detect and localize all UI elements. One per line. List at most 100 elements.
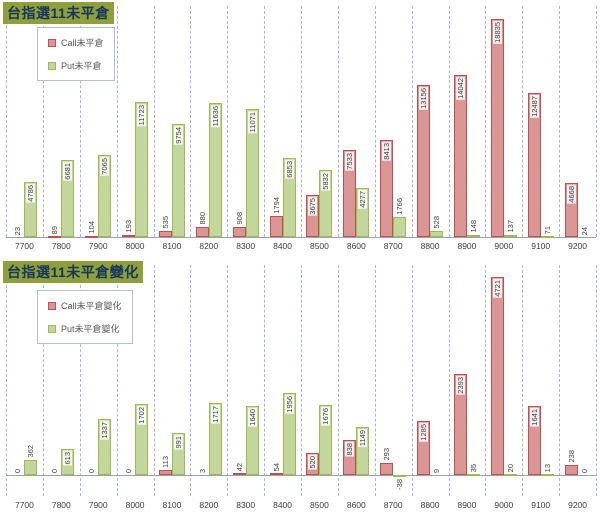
legend-item-put-change: Put未平倉變化 bbox=[48, 322, 122, 335]
plot-area: 23 89 104 193 535 880 908 1794 3675 7533 8413 13156… bbox=[6, 6, 597, 239]
gridline bbox=[264, 265, 266, 496]
x-axis-label: 7700 bbox=[14, 241, 34, 251]
x-axis-label: 9200 bbox=[568, 500, 588, 510]
bar-value-label: 1676 bbox=[321, 406, 331, 426]
bar-value-label: 528 bbox=[432, 214, 442, 230]
bar-Call未平倉-9100 bbox=[527, 92, 541, 237]
x-axis-line bbox=[6, 237, 596, 238]
bar-Call未平倉-8200 bbox=[195, 226, 209, 237]
x-axis-label: 8200 bbox=[199, 241, 219, 251]
bar-Call未平倉變化-8400 bbox=[269, 472, 283, 475]
x-axis-label: 8300 bbox=[236, 241, 256, 251]
gridline bbox=[6, 6, 7, 237]
bar-value-label: 6853 bbox=[284, 159, 294, 179]
x-axis-label: 8400 bbox=[273, 241, 293, 251]
x-axis-label: 8800 bbox=[420, 500, 440, 510]
legend-item-call: Call未平倉 bbox=[48, 36, 104, 49]
bar-value-label: 0 bbox=[13, 468, 23, 475]
gridline bbox=[485, 6, 487, 237]
bar-Call未平倉-8700 bbox=[380, 139, 394, 237]
bar-Put未平倉-8700 bbox=[393, 216, 407, 237]
bar-value-label: 24 bbox=[579, 225, 589, 237]
legend: Call未平倉 Put未平倉 bbox=[37, 27, 115, 81]
chart-open-interest-change: 台指選11未平倉變化 Call未平倉變化 Put未平倉變化 0 0 0 0 113 3 42… bbox=[0, 259, 600, 518]
x-axis-label: 7700 bbox=[14, 500, 34, 510]
bar-value-label: -38 bbox=[395, 477, 405, 491]
gridline bbox=[153, 265, 155, 496]
bar-Call未平倉-7900 bbox=[85, 235, 99, 238]
bar-value-label: 18835 bbox=[492, 21, 502, 45]
gridline bbox=[522, 265, 524, 496]
x-axis-label: 8500 bbox=[309, 500, 329, 510]
bar-value-label: 11636 bbox=[210, 104, 220, 127]
bar-value-label: 7533 bbox=[345, 151, 355, 171]
bar-Put未平倉變化-7700 bbox=[24, 459, 38, 475]
bar-Call未平倉-8000 bbox=[122, 234, 136, 237]
bar-value-label: 11723 bbox=[137, 103, 147, 126]
bar-value-label: 9 bbox=[432, 467, 442, 474]
legend-item-put: Put未平倉 bbox=[48, 59, 104, 72]
bar-Put未平倉-8900 bbox=[466, 235, 480, 238]
gridline bbox=[448, 265, 450, 496]
gridline bbox=[79, 6, 81, 237]
bar-value-label: 991 bbox=[173, 435, 183, 450]
gridline bbox=[116, 6, 118, 237]
gridline bbox=[190, 265, 192, 496]
bar-value-label: 148 bbox=[468, 219, 478, 234]
bar-value-label: 1794 bbox=[271, 196, 281, 215]
plot-area: 0 0 0 0 113 3 42 54 520 838 293 1285 2393 4721 1641 238… bbox=[6, 265, 597, 496]
bar-Call未平倉變化-9200 bbox=[564, 465, 578, 475]
bar-Put未平倉變化-9100 bbox=[540, 474, 554, 477]
x-axis-label: 8100 bbox=[162, 500, 182, 510]
gridline bbox=[411, 6, 413, 237]
bar-value-label: 193 bbox=[124, 218, 134, 234]
bar-value-label: 838 bbox=[345, 441, 355, 457]
gridline bbox=[6, 265, 7, 496]
bar-Call未平倉-8100 bbox=[158, 230, 172, 237]
bar-value-label: 1766 bbox=[395, 196, 405, 216]
gridline bbox=[485, 265, 487, 496]
bar-Put未平倉-8000 bbox=[135, 101, 149, 237]
gridline bbox=[301, 6, 302, 237]
bar-value-label: 1702 bbox=[137, 405, 147, 425]
bar-value-label: 1337 bbox=[100, 420, 110, 440]
bar-value-label: 0 bbox=[87, 468, 97, 475]
bar-value-label: 137 bbox=[505, 219, 515, 234]
x-axis-label: 8300 bbox=[236, 500, 256, 510]
x-axis-label: 8000 bbox=[125, 500, 145, 510]
gridline bbox=[374, 265, 376, 496]
bar-value-label: 5832 bbox=[321, 171, 331, 191]
gridline bbox=[596, 6, 597, 237]
bar-Call未平倉變化-8100 bbox=[158, 470, 172, 475]
x-axis-labels: 7700 7800 7900 8000 8100 8200 8300 8400 8500 8600… bbox=[6, 241, 596, 255]
x-axis-label: 9100 bbox=[531, 241, 551, 251]
bar-value-label: 12487 bbox=[529, 94, 539, 118]
bar-Call未平倉-8900 bbox=[453, 74, 467, 237]
bar-value-label: 20 bbox=[505, 463, 515, 474]
gridline bbox=[190, 6, 192, 237]
x-axis-label: 8700 bbox=[383, 500, 403, 510]
x-axis-label: 7800 bbox=[51, 241, 71, 251]
legend-label-call: Call未平倉 bbox=[61, 38, 104, 48]
x-axis-label: 8700 bbox=[383, 241, 403, 251]
bar-value-label: 113 bbox=[160, 455, 170, 470]
gridline bbox=[559, 265, 561, 496]
legend-label-put: Put未平倉 bbox=[61, 61, 102, 71]
x-axis-label: 9000 bbox=[494, 241, 514, 251]
x-axis-label: 8800 bbox=[420, 241, 440, 251]
x-axis-label: 8100 bbox=[162, 241, 182, 251]
bar-value-label: 293 bbox=[382, 446, 392, 462]
bar-Put未平倉-8100 bbox=[171, 124, 185, 237]
x-axis-label: 8200 bbox=[199, 500, 219, 510]
bar-Put未平倉變化-8700 bbox=[393, 475, 407, 477]
bar-Call未平倉-7800 bbox=[48, 235, 62, 238]
bar-value-label: 238 bbox=[566, 449, 576, 464]
bar-value-label: 54 bbox=[271, 461, 281, 473]
x-axis-label: 9200 bbox=[568, 241, 588, 251]
bar-Call未平倉-9000 bbox=[490, 19, 504, 237]
call-series-swatch-icon bbox=[48, 301, 56, 310]
bar-value-label: 89 bbox=[50, 224, 60, 236]
gridline bbox=[374, 6, 376, 237]
bar-value-label: 0 bbox=[124, 468, 134, 475]
